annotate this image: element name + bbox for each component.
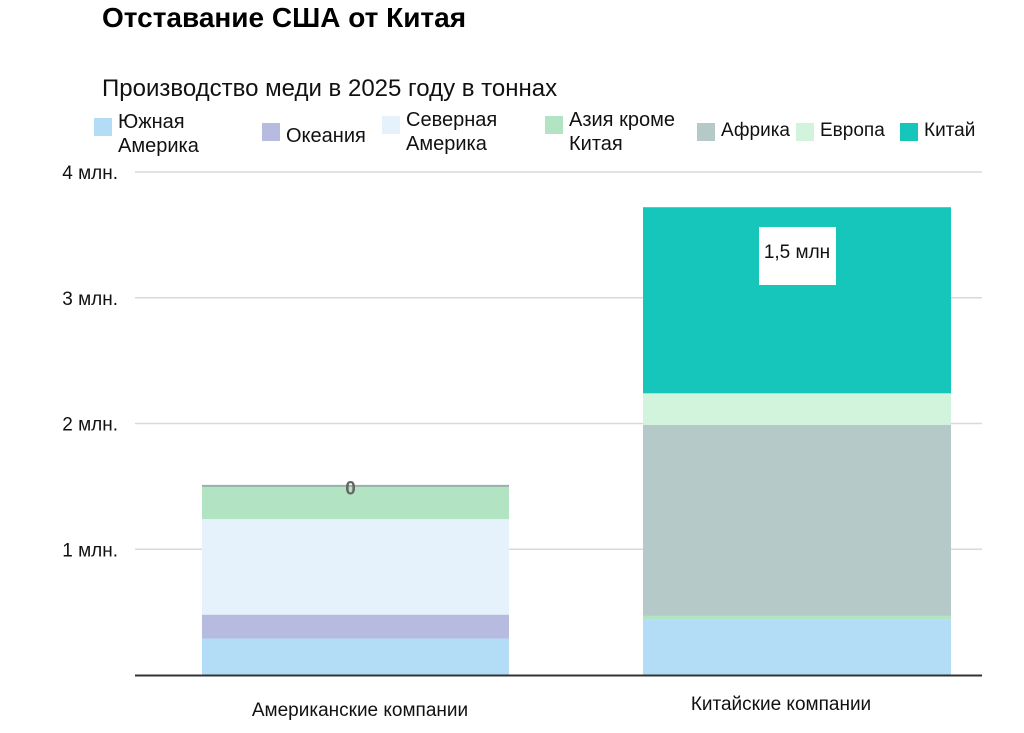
bar-segment-1-африка <box>643 424 951 616</box>
data-label: 1,5 млн <box>764 242 830 263</box>
legend-swatch-south-america <box>94 118 112 136</box>
legend-item-europe: Европа <box>796 119 885 143</box>
bar-segment-0-северная-америка <box>202 519 509 615</box>
x-category-label: Американские компании <box>252 700 468 721</box>
y-tick-label: 3 млн. <box>62 289 118 310</box>
legend-swatch-oceania <box>262 123 280 141</box>
legend-item-africa: Африка <box>697 119 790 143</box>
bar-segment-0-океания <box>202 614 509 639</box>
chart-title: Отставание США от Китая <box>102 2 467 33</box>
legend-item-south-america: Южная Америка <box>94 110 199 158</box>
legend-label-south-america: Южная Америка <box>118 111 199 157</box>
legend-swatch-china <box>900 123 918 141</box>
chart-subtitle: Производство меди в 2025 году в тоннах <box>102 75 558 102</box>
y-tick-label: 2 млн. <box>62 415 118 436</box>
bar-segment-1-европа <box>643 393 951 425</box>
legend-label-north-america: Северная Америка <box>406 109 498 155</box>
bar-segment-1-азия-кроме-китая <box>643 615 951 620</box>
legend-item-oceania: Океания <box>262 123 366 148</box>
legend-label-china: Китай <box>924 120 976 141</box>
x-category-label: Китайские компании <box>691 694 871 715</box>
legend-item-asia-ex-china: Азия кроме Китая <box>545 108 675 156</box>
legend-label-africa: Африка <box>721 120 790 141</box>
y-tick-label: 4 млн. <box>62 163 118 184</box>
data-label: 0 <box>345 478 356 499</box>
legend-label-europe: Европа <box>820 120 885 141</box>
legend-label-asia-ex-china: Азия кроме Китая <box>569 109 675 155</box>
legend-swatch-north-america <box>382 116 400 134</box>
legend-swatch-asia-ex-china <box>545 116 563 134</box>
legend-label-oceania: Океания <box>286 125 366 147</box>
legend-item-north-america: Северная Америка <box>382 108 497 156</box>
legend-item-china: Китай <box>900 119 975 143</box>
legend-swatch-europe <box>796 123 814 141</box>
data-label-box <box>759 227 836 286</box>
bar-segment-1-южная-америка <box>643 619 951 675</box>
legend-swatch-africa <box>697 123 715 141</box>
bar-segment-0-азия-кроме-китая <box>202 486 509 520</box>
bar-segment-0-южная-америка <box>202 638 509 675</box>
y-tick-label: 1 млн. <box>62 540 118 561</box>
